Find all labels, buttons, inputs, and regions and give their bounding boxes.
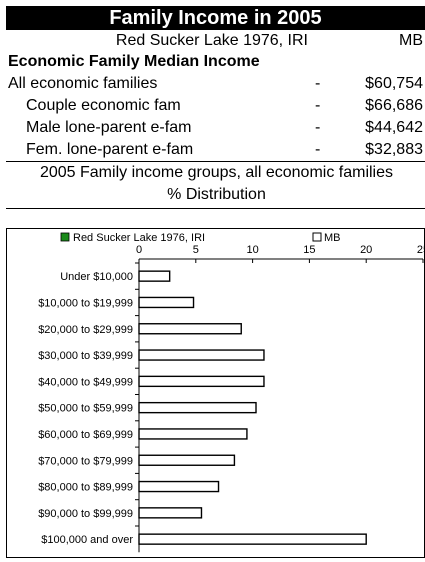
bar-province (138, 480, 220, 493)
distribution-subheading: % Distribution (167, 186, 266, 203)
median-row-province-value: $60,754 (365, 75, 423, 92)
y-tick-label: $80,000 to $89,999 (38, 482, 133, 494)
bar-province (138, 323, 242, 335)
legend-label-province: MB (324, 232, 341, 244)
y-tick-label: $30,000 to $39,999 (38, 350, 133, 362)
x-tick-label: 5 (193, 244, 199, 256)
median-row-province-value: $32,883 (365, 141, 423, 158)
x-tick-label: 15 (303, 244, 315, 256)
column-header-row: Red Sucker Lake 1976, IRI MB (6, 30, 425, 51)
median-row-label: Couple economic fam (26, 97, 181, 114)
x-tick-label: 0 (136, 244, 142, 256)
chart-svg: Red Sucker Lake 1976, IRI MB 0 5 10 15 20 25 Und… (38, 232, 425, 553)
bar-province (138, 507, 203, 519)
median-row-male-lone-parent: Male lone-parent e-fam - $44,642 (6, 117, 425, 138)
legend-swatch-place (60, 232, 70, 242)
bar-province (138, 349, 265, 361)
median-row-place-value: - (315, 97, 321, 114)
province-column-header: MB (399, 32, 423, 49)
y-tick-label: $100,000 and over (41, 534, 133, 546)
median-row-label: Fem. lone-parent e-fam (26, 141, 194, 158)
median-row-label: All economic families (8, 75, 158, 92)
distribution-heading: 2005 Family income groups, all economic … (39, 164, 394, 181)
page-title: Family Income in 2005 (6, 6, 425, 30)
x-tick-label: 20 (360, 244, 372, 256)
section-divider (6, 161, 425, 162)
bar-province (138, 375, 265, 388)
section-divider (6, 208, 425, 209)
income-distribution-chart: Red Sucker Lake 1976, IRI MB 0 5 10 15 20 25 Und… (6, 228, 425, 558)
legend-swatch-province (312, 232, 322, 242)
y-tick-label: $90,000 to $99,999 (38, 508, 133, 520)
y-tick-label: $50,000 to $59,999 (38, 403, 133, 415)
median-row-couple: Couple economic fam - $66,686 (6, 95, 425, 116)
median-row-place-value: - (315, 75, 321, 92)
legend-label-place: Red Sucker Lake 1976, IRI (73, 232, 205, 244)
median-income-heading: Economic Family Median Income (8, 53, 260, 70)
bar-province (138, 270, 171, 282)
x-tick-label: 10 (246, 244, 258, 256)
median-row-place-value: - (315, 119, 321, 136)
median-income-heading-row: Economic Family Median Income (6, 51, 425, 72)
bar-province (138, 296, 195, 309)
bar-province (138, 428, 248, 440)
y-tick-label: $60,000 to $69,999 (38, 429, 133, 441)
median-row-all: All economic families - $60,754 (6, 73, 425, 94)
median-row-province-value: $44,642 (365, 119, 423, 136)
y-tick-label: $20,000 to $29,999 (38, 324, 133, 336)
median-row-province-value: $66,686 (365, 97, 423, 114)
y-tick-label: $40,000 to $49,999 (38, 376, 133, 388)
x-tick-label: 25 (417, 244, 424, 256)
place-column-header: Red Sucker Lake 1976, IRI (115, 32, 308, 49)
bar-province (138, 533, 367, 545)
y-tick-label: $10,000 to $19,999 (38, 297, 133, 309)
median-row-place-value: - (315, 141, 321, 158)
median-row-female-lone-parent: Fem. lone-parent e-fam - $32,883 (6, 139, 425, 160)
y-tick-label: Under $10,000 (60, 271, 133, 283)
bar-province (138, 454, 236, 466)
median-row-label: Male lone-parent e-fam (26, 119, 192, 136)
y-tick-label: $70,000 to $79,999 (38, 455, 133, 467)
bar-province (138, 401, 257, 414)
